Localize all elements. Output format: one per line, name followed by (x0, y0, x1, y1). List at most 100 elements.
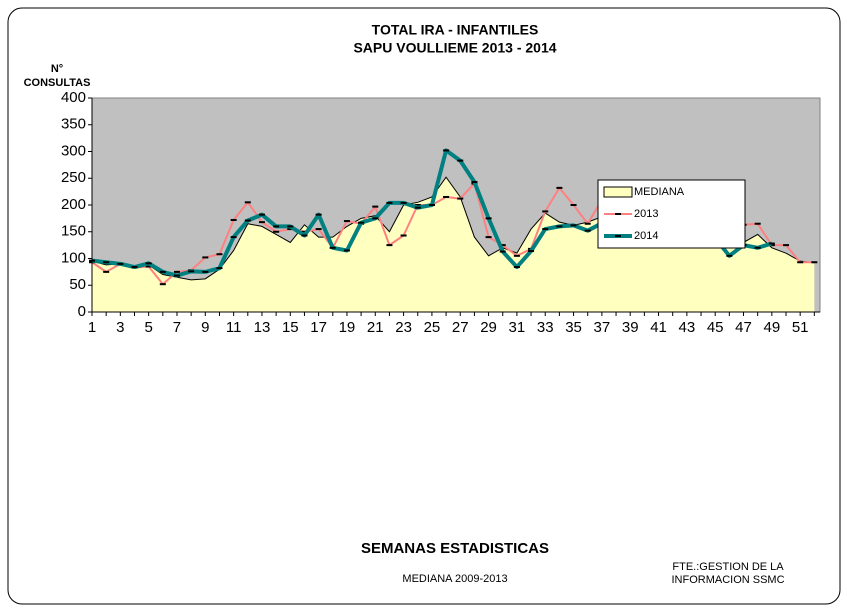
marker (372, 205, 379, 208)
x-tick-label: 43 (679, 319, 696, 336)
marker (315, 228, 322, 231)
marker (301, 230, 308, 233)
marker (244, 219, 251, 222)
x-tick-label: 29 (480, 319, 497, 336)
x-tick-label: 11 (226, 319, 242, 336)
y-tick-label: 300 (61, 142, 86, 159)
x-tick-label: 33 (537, 319, 554, 336)
marker (258, 213, 265, 216)
marker (726, 254, 733, 257)
marker (145, 262, 152, 265)
marker (287, 228, 294, 231)
x-tick-label: 37 (594, 319, 611, 336)
x-tick-label: 47 (735, 319, 752, 336)
annotation: MEDIANA 2009-2013 (402, 573, 507, 585)
marker (457, 159, 464, 162)
x-tick-label: 23 (395, 319, 412, 336)
marker (414, 206, 421, 209)
marker (485, 217, 492, 220)
marker (457, 197, 464, 200)
marker (258, 221, 265, 224)
x-tick-label: 9 (201, 319, 209, 336)
x-tick-label: 17 (310, 319, 327, 336)
marker (513, 266, 520, 269)
marker (542, 210, 549, 213)
x-tick-label: 25 (424, 319, 441, 336)
x-tick-label: 21 (367, 319, 384, 336)
y-tick-label: 150 (61, 223, 86, 240)
y-tick-label: 250 (61, 169, 86, 186)
marker (230, 218, 237, 221)
marker (301, 234, 308, 237)
y-tick-label: 200 (61, 196, 86, 213)
marker (443, 195, 450, 198)
chart-title: TOTAL IRA - INFANTILES (372, 22, 539, 38)
marker (315, 213, 322, 216)
marker (329, 246, 336, 249)
marker (343, 220, 350, 223)
y-tick-label: 400 (61, 89, 86, 106)
marker (797, 261, 804, 264)
x-tick-label: 45 (707, 319, 724, 336)
legend-swatch (603, 186, 633, 198)
marker (428, 204, 435, 206)
marker (584, 229, 591, 232)
marker (244, 201, 251, 204)
marker (400, 201, 407, 204)
marker (273, 230, 280, 233)
marker (287, 225, 294, 228)
marker (768, 242, 775, 245)
marker (754, 246, 761, 249)
marker (556, 186, 563, 189)
marker (202, 256, 209, 259)
source-note: INFORMACION SSMC (671, 574, 784, 586)
marker (343, 249, 350, 252)
marker (542, 228, 549, 231)
x-tick-label: 35 (565, 319, 582, 336)
marker (131, 266, 138, 269)
y-axis-label: CONSULTAS (24, 77, 91, 89)
x-tick-label: 1 (88, 319, 96, 336)
x-axis-label: SEMANAS ESTADISTICAS (361, 540, 549, 557)
x-tick-label: 39 (622, 319, 639, 336)
marker (386, 201, 393, 204)
marker (570, 204, 577, 206)
marker (471, 180, 478, 183)
marker (414, 204, 421, 206)
marker (117, 262, 124, 265)
marker (485, 236, 492, 239)
marker (230, 236, 237, 239)
marker (173, 270, 180, 273)
x-tick-label: 41 (650, 319, 667, 336)
y-tick-label: 350 (61, 116, 86, 133)
source-note: FTE.:GESTION DE LA (672, 561, 784, 573)
marker (570, 224, 577, 227)
y-axis-label: N° (51, 63, 63, 75)
marker (202, 270, 209, 273)
x-tick-label: 49 (764, 319, 781, 336)
area (92, 177, 815, 312)
marker (273, 225, 280, 228)
marker (358, 221, 365, 224)
x-tick-label: 15 (282, 319, 299, 336)
marker (528, 250, 535, 253)
legend-label: MEDIANA (634, 186, 685, 198)
x-tick-label: 13 (254, 319, 271, 336)
y-tick-label: 50 (69, 276, 86, 293)
x-tick-label: 3 (116, 319, 124, 336)
marker (584, 222, 591, 225)
x-tick-label: 51 (792, 319, 809, 336)
marker (188, 270, 195, 273)
marker (811, 261, 818, 264)
legend-label: 2014 (634, 230, 658, 242)
x-tick-label: 7 (173, 319, 181, 336)
marker (443, 149, 450, 152)
marker (103, 270, 110, 273)
marker (372, 217, 379, 220)
legend-label: 2013 (634, 208, 658, 220)
marker (173, 274, 180, 277)
marker (513, 254, 520, 257)
x-tick-label: 5 (144, 319, 152, 336)
marker (216, 253, 223, 256)
legend-marker (615, 213, 621, 215)
